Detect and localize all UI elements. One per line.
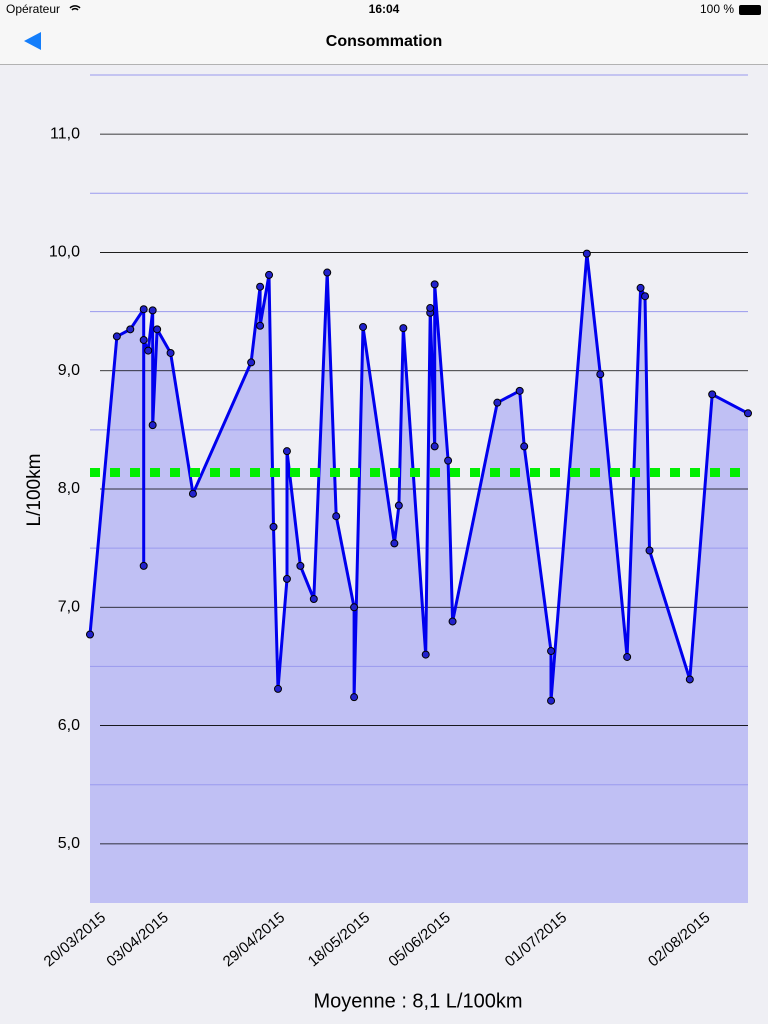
data-point	[547, 647, 556, 656]
data-point	[430, 442, 439, 451]
data-point	[493, 398, 502, 407]
data-point	[126, 325, 135, 334]
y-tick-label: 5,0	[58, 835, 80, 852]
data-point	[426, 304, 435, 313]
data-point	[323, 268, 332, 277]
x-tick-label: 29/04/2015	[220, 909, 288, 970]
y-tick-label: 7,0	[58, 599, 80, 616]
data-point	[269, 522, 278, 531]
data-point	[399, 324, 408, 333]
data-point	[282, 574, 291, 583]
data-point	[515, 386, 524, 395]
data-point	[448, 617, 457, 626]
data-point	[350, 693, 359, 702]
data-point	[623, 652, 632, 661]
data-point	[139, 335, 148, 344]
data-point	[139, 305, 148, 314]
y-tick-label: 10,0	[49, 244, 80, 261]
data-point	[309, 595, 318, 604]
back-button[interactable]	[24, 32, 41, 50]
data-point	[645, 546, 654, 555]
y-axis-label: L/100km	[24, 454, 45, 527]
data-point	[296, 561, 305, 570]
data-point	[641, 292, 650, 301]
data-point	[86, 630, 94, 639]
battery-icon	[739, 5, 761, 15]
top-bar	[0, 0, 768, 64]
plot: 5,0 6,0 7,0 8,0 9,0 10,0 11,0 20/03/201503/04/2…	[41, 74, 752, 970]
wifi-icon	[69, 5, 81, 11]
data-point	[247, 358, 256, 367]
y-tick-label: 9,0	[58, 362, 80, 379]
x-tick-label: 03/04/2015	[103, 909, 171, 970]
data-point	[444, 456, 453, 465]
data-point	[520, 442, 529, 451]
average-footer: Moyenne : 8,1 L/100km	[313, 990, 522, 1012]
data-point	[265, 270, 274, 279]
x-tick-label: 01/07/2015	[502, 909, 570, 970]
data-point	[188, 489, 197, 498]
data-point	[350, 603, 359, 612]
data-point	[139, 561, 148, 570]
data-point	[390, 539, 399, 548]
data-point	[685, 675, 694, 684]
carrier: Opérateur	[6, 2, 60, 16]
data-point	[148, 421, 157, 430]
y-tick-label: 11,0	[50, 125, 80, 142]
battery-label: 100 %	[700, 2, 734, 16]
data-point	[112, 332, 121, 341]
data-point	[430, 280, 439, 289]
data-point	[547, 696, 556, 705]
x-tick-label: 20/03/2015	[41, 909, 109, 970]
data-point	[582, 249, 591, 258]
data-point	[596, 370, 605, 379]
data-point	[332, 512, 341, 521]
data-point	[256, 282, 265, 291]
x-tick-label: 02/08/2015	[645, 909, 713, 970]
data-point	[394, 501, 403, 510]
data-point	[359, 322, 368, 331]
data-point	[282, 447, 291, 456]
data-point	[148, 306, 157, 315]
x-tick-label: 18/05/2015	[305, 909, 373, 970]
data-point	[153, 325, 162, 334]
nav-title: Consommation	[326, 33, 442, 50]
x-tick-label: 05/06/2015	[385, 909, 453, 970]
data-point	[744, 409, 752, 418]
data-point	[708, 390, 717, 399]
data-point	[274, 684, 282, 693]
data-point	[256, 321, 265, 330]
data-point	[421, 650, 430, 659]
data-point	[144, 346, 153, 355]
time: 16:04	[369, 2, 400, 16]
y-tick-label: 6,0	[58, 717, 80, 734]
data-point	[636, 283, 645, 292]
y-tick-label: 8,0	[58, 480, 80, 497]
data-point	[166, 348, 175, 357]
